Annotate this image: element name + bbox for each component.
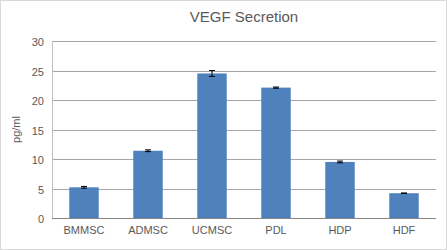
error-cap [145, 151, 151, 152]
bar [261, 88, 290, 218]
x-tick-label: HDF [393, 224, 416, 236]
bar [197, 73, 226, 218]
error-cap [81, 188, 87, 189]
error-bar [273, 87, 279, 88]
chart-frame [1, 1, 447, 250]
error-cap [273, 87, 279, 88]
error-stem [212, 71, 213, 77]
grid-line [52, 71, 436, 72]
chart-container: 0 5 10 15 20 25 30 BMMSC ADMSC UCMSC PDL HDP HDF VEGF… [0, 0, 447, 250]
error-bar [401, 192, 407, 194]
x-tick-label: PDL [265, 224, 286, 236]
y-tick-label: 25 [32, 66, 44, 78]
x-tick-label: ADMSC [128, 224, 168, 236]
x-axis-line [52, 218, 436, 219]
grid-line [52, 218, 436, 219]
bar [133, 151, 162, 218]
x-tick-label: UCMSC [192, 224, 232, 236]
error-cap [273, 88, 279, 89]
error-bar [209, 71, 215, 77]
error-bar [337, 161, 343, 163]
error-bar [145, 150, 151, 152]
bar [325, 162, 354, 218]
y-tick-label: 15 [32, 125, 44, 137]
y-tick-label: 20 [32, 95, 44, 107]
grid-line [52, 100, 436, 101]
error-cap [401, 192, 407, 193]
error-cap [337, 162, 343, 163]
y-axis-label: pg/ml [10, 116, 22, 143]
error-cap [209, 76, 215, 77]
y-tick-label: 5 [38, 184, 44, 196]
error-cap [337, 161, 343, 162]
grid-line [52, 159, 436, 160]
grid-line [52, 189, 436, 190]
bars-group [69, 71, 418, 219]
x-tick-label: HDP [328, 224, 351, 236]
y-tick-label: 30 [32, 36, 44, 48]
x-tick-label: BMMSC [64, 224, 105, 236]
error-cap [401, 193, 407, 194]
error-cap [145, 149, 151, 150]
error-bar [81, 186, 87, 188]
error-cap [81, 186, 87, 187]
y-axis-line [52, 41, 53, 218]
grid-line [52, 41, 436, 42]
chart-svg: 0 5 10 15 20 25 30 BMMSC ADMSC UCMSC PDL HDP HDF VEGF… [0, 0, 447, 250]
y-tick-label: 0 [38, 213, 44, 225]
y-tick-label: 10 [32, 154, 44, 166]
bar [389, 193, 418, 218]
bar [69, 187, 98, 218]
error-cap [209, 70, 215, 71]
chart-title: VEGF Secretion [190, 8, 298, 25]
grid-line [52, 130, 436, 131]
